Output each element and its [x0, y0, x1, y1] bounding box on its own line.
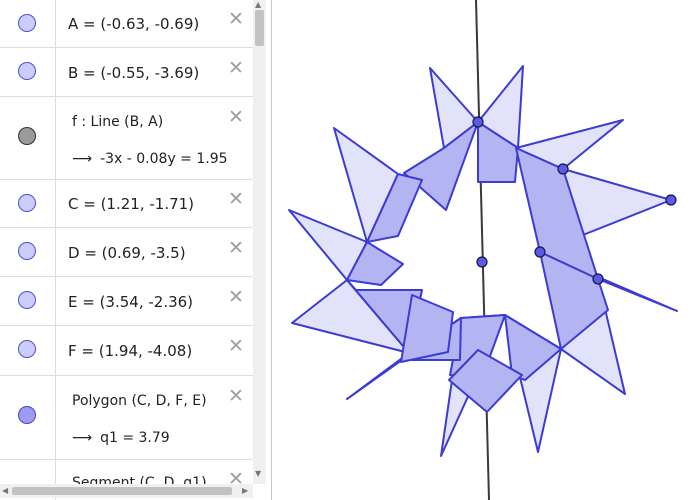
algebra-row-D[interactable]: D = (0.69, -3.5) ✕: [0, 228, 253, 277]
value-q1: ⟶ q1 = 3.79: [72, 430, 170, 446]
algebra-row-A[interactable]: A = (-0.63, -0.69) ✕: [0, 0, 253, 48]
point-D[interactable]: [534, 246, 546, 258]
visibility-toggle-q1[interactable]: [18, 406, 36, 424]
algebra-row-F[interactable]: F = (1.94, -4.08) ✕: [0, 326, 253, 376]
delete-A-icon[interactable]: ✕: [228, 8, 244, 30]
polygon-quad-12[interactable]: [400, 294, 454, 363]
algebra-row-q1[interactable]: Polygon (C, D, F, E) ⟶ q1 = 3.79 ✕: [0, 376, 253, 460]
polygon-quad-1[interactable]: [403, 121, 479, 211]
output-arrow-icon: ⟶: [72, 430, 93, 446]
value-f: ⟶ -3x - 0.08y = 1.95: [72, 151, 228, 167]
point-E[interactable]: [665, 194, 677, 206]
algebra-row-f[interactable]: f : Line (B, A) ⟶ -3x - 0.08y = 1.95 ✕: [0, 97, 253, 180]
marble-cell: [0, 48, 56, 96]
definition-A[interactable]: A = (-0.63, -0.69): [68, 15, 200, 33]
marble-cell: [0, 97, 56, 179]
polygon-quad-10[interactable]: [366, 173, 423, 243]
point-F[interactable]: [592, 273, 604, 285]
delete-B-icon[interactable]: ✕: [228, 57, 244, 79]
polygon-quad-11[interactable]: [448, 349, 523, 413]
marble-cell: [0, 326, 56, 375]
visibility-toggle-E[interactable]: [18, 291, 36, 309]
algebra-row-E[interactable]: E = (3.54, -2.36) ✕: [0, 277, 253, 326]
definition-B[interactable]: B = (-0.55, -3.69): [68, 64, 200, 82]
scroll-right-icon[interactable]: ▶: [242, 486, 249, 495]
visibility-toggle-D[interactable]: [18, 242, 36, 260]
visibility-toggle-B[interactable]: [18, 62, 36, 80]
definition-q1[interactable]: Polygon (C, D, F, E): [72, 393, 207, 409]
point-B[interactable]: [476, 256, 488, 268]
scroll-up-icon[interactable]: ▲: [255, 0, 262, 9]
point-C[interactable]: [557, 163, 569, 175]
definition-C[interactable]: C = (1.21, -1.71): [68, 195, 195, 213]
definition-f[interactable]: f : Line (B, A): [72, 114, 164, 130]
polygon-quad-4[interactable]: [539, 251, 609, 350]
view-divider[interactable]: [271, 0, 272, 500]
algebra-view: A = (-0.63, -0.69) ✕ B = (-0.55, -3.69) …: [0, 0, 266, 500]
visibility-toggle-F[interactable]: [18, 340, 36, 358]
definition-E[interactable]: E = (3.54, -2.36): [68, 293, 194, 311]
marble-cell: [0, 277, 56, 325]
algebra-row-B[interactable]: B = (-0.55, -3.69) ✕: [0, 48, 253, 97]
polygon-quad-2[interactable]: [477, 121, 519, 183]
marble-cell: [0, 0, 56, 47]
scroll-left-icon[interactable]: ◀: [2, 486, 9, 495]
line-f[interactable]: [475, 0, 490, 500]
visibility-toggle-f[interactable]: [18, 127, 36, 145]
marble-cell: [0, 376, 56, 459]
horizontal-scroll-thumb[interactable]: [12, 487, 232, 495]
horizontal-scrollbar[interactable]: ◀ ▶: [0, 484, 253, 498]
delete-q1-icon[interactable]: ✕: [228, 385, 244, 407]
algebra-row-C[interactable]: C = (1.21, -1.71) ✕: [0, 180, 253, 228]
scroll-down-icon[interactable]: ▼: [255, 469, 262, 478]
delete-D-icon[interactable]: ✕: [228, 237, 244, 259]
polygon-quad-9[interactable]: [346, 241, 404, 286]
algebra-list: A = (-0.63, -0.69) ✕ B = (-0.55, -3.69) …: [0, 0, 253, 500]
graphics-view[interactable]: [272, 0, 700, 500]
definition-F[interactable]: F = (1.94, -4.08): [68, 342, 193, 360]
output-arrow-icon: ⟶: [72, 151, 93, 167]
value-f-text: -3x - 0.08y = 1.95: [100, 151, 228, 167]
vertical-scrollbar[interactable]: ▲ ▼: [253, 0, 266, 484]
marble-cell: [0, 460, 56, 500]
definition-D[interactable]: D = (0.69, -3.5): [68, 244, 186, 262]
marble-cell: [0, 228, 56, 276]
delete-F-icon[interactable]: ✕: [228, 335, 244, 357]
delete-f-icon[interactable]: ✕: [228, 106, 244, 128]
visibility-toggle-C[interactable]: [18, 194, 36, 212]
visibility-toggle-A[interactable]: [18, 14, 36, 32]
point-A[interactable]: [472, 116, 484, 128]
vertical-scroll-thumb[interactable]: [255, 10, 264, 46]
delete-C-icon[interactable]: ✕: [228, 188, 244, 210]
delete-E-icon[interactable]: ✕: [228, 286, 244, 308]
value-q1-text: q1 = 3.79: [100, 430, 170, 446]
marble-cell: [0, 180, 56, 227]
delete-g-icon[interactable]: ✕: [228, 468, 244, 490]
